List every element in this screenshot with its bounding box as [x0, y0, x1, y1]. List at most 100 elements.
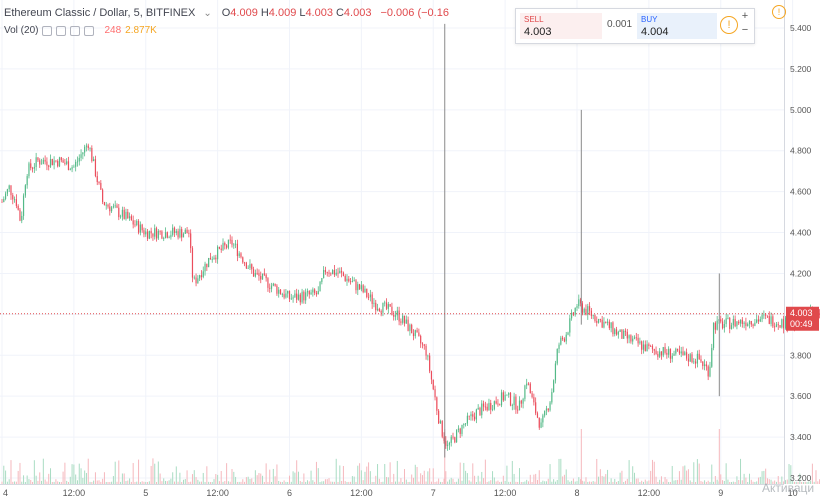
volume-bar: [102, 478, 104, 484]
alert-icon[interactable]: !: [772, 5, 786, 19]
volume-bar: [21, 481, 23, 484]
candle-body: [677, 348, 679, 351]
candle-body: [303, 291, 305, 301]
more-icon[interactable]: [84, 25, 95, 36]
last-price-tag-bg: [786, 306, 819, 331]
volume-bar: [41, 480, 43, 484]
volume-bar: [784, 480, 786, 484]
volume-bar: [752, 481, 754, 484]
volume-bar: [296, 460, 298, 484]
plus-icon[interactable]: +: [741, 10, 749, 22]
candle-body: [283, 294, 285, 298]
volume-bar: [544, 481, 546, 484]
buy-button[interactable]: BUY 4.004: [637, 13, 717, 39]
candle-body: [100, 182, 102, 190]
eye-icon[interactable]: [42, 25, 53, 36]
volume-bar: [775, 481, 777, 484]
candle-body: [454, 437, 456, 443]
candle-body: [127, 211, 129, 219]
candle-body: [263, 273, 265, 275]
volume-bar: [801, 481, 803, 484]
candle-body: [412, 333, 415, 337]
candle-body: [294, 293, 296, 298]
volume-bar: [461, 480, 463, 484]
volume-bar: [366, 466, 368, 484]
volume-bar: [373, 481, 375, 484]
volume-bar: [262, 475, 264, 484]
volume-bar: [107, 481, 109, 484]
bar-countdown: 00:49: [790, 319, 813, 329]
volume-bar: [123, 473, 125, 484]
candle-body: [542, 415, 544, 423]
candle-body: [177, 231, 179, 238]
candle-body: [714, 322, 716, 330]
settings-icon[interactable]: [56, 25, 67, 36]
volume-bar: [285, 481, 287, 484]
candle-body: [605, 321, 607, 323]
volume-bar: [116, 481, 118, 484]
candle-body: [603, 321, 605, 328]
candle-body: [520, 400, 522, 404]
volume-bar: [662, 481, 664, 484]
volume-bar: [416, 466, 418, 484]
candle-body: [765, 314, 767, 316]
candle-body: [105, 204, 107, 206]
sell-button[interactable]: SELL 4.003: [520, 13, 602, 39]
chevron-down-icon[interactable]: ⌄: [203, 7, 212, 19]
volume-bar: [324, 479, 326, 484]
candle-body: [524, 385, 526, 399]
candle-body: [229, 239, 231, 241]
volume-bar: [745, 477, 747, 484]
volume-bar: [35, 475, 37, 484]
volume-bar: [511, 460, 513, 484]
volume-bar: [644, 479, 646, 484]
volume-bar: [339, 465, 341, 484]
volume-bar: [247, 476, 249, 484]
candle-body: [272, 283, 274, 286]
volume-bar: [729, 481, 731, 484]
symbol-title[interactable]: Ethereum Classic / Dollar, 5, BITFINEX: [4, 7, 196, 19]
volume-bar: [154, 463, 156, 484]
candle-body: [112, 206, 115, 208]
candle-body: [384, 302, 386, 304]
volume-bar: [515, 481, 517, 484]
volume-bar: [806, 481, 808, 484]
candle-body: [349, 281, 352, 283]
candle-body: [197, 278, 199, 284]
volume-bar: [177, 481, 179, 484]
volume-bar: [441, 481, 443, 484]
y-tick-label: 5.000: [790, 105, 812, 115]
volume-bar: [774, 480, 776, 484]
close-icon[interactable]: [70, 25, 81, 36]
volume-bar: [147, 482, 149, 484]
volume-bar: [197, 479, 199, 484]
volume-bar: [159, 473, 161, 484]
candle-body: [495, 401, 497, 404]
volume-bar: [353, 476, 355, 484]
volume-bar: [163, 478, 165, 484]
candle-body: [306, 291, 309, 293]
candle-body: [222, 242, 224, 250]
volume-bar: [181, 481, 183, 484]
volume-bar: [314, 481, 316, 484]
volume-bar: [330, 481, 332, 484]
candle-body: [675, 348, 677, 354]
volume-bar: [650, 470, 652, 484]
volume-bar: [217, 474, 219, 484]
candle-body: [579, 299, 582, 304]
volume-bar: [722, 480, 724, 484]
volume-bar: [684, 465, 686, 484]
candle-body: [301, 291, 303, 303]
volume-bar: [281, 482, 283, 484]
ohlc-key: H: [260, 7, 269, 19]
info-icon[interactable]: !: [720, 16, 738, 34]
volume-bar: [78, 463, 80, 484]
volume-bar: [414, 464, 416, 484]
volume-bar: [526, 479, 528, 484]
candle-body: [612, 322, 614, 335]
volume-bar: [136, 481, 138, 484]
x-tick-label: 12:00: [638, 488, 661, 498]
candle-body: [461, 424, 463, 434]
minus-icon[interactable]: −: [741, 24, 749, 36]
